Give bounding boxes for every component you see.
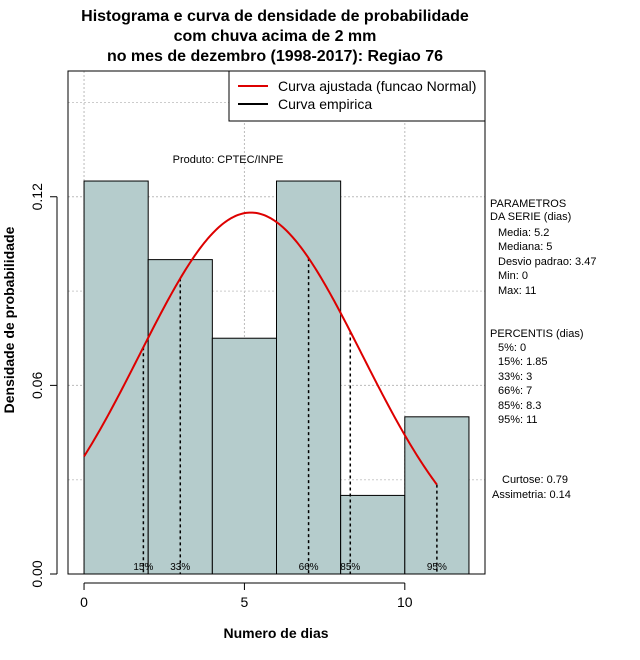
product-annotation: Produto: CPTEC/INPE [173, 154, 284, 166]
legend-label-fitted: Curva ajustada (funcao Normal) [278, 78, 476, 94]
bar-2 [211, 337, 278, 575]
chart-title-line-1: Histograma e curva de densidade de proba… [81, 8, 469, 25]
fitted-normal-curve [83, 211, 438, 486]
legend-label-empirical: Curva empirica [278, 96, 372, 112]
bar-0 [83, 180, 149, 575]
percentil-66: 66%: 7 [498, 385, 532, 397]
percentil-95: 95%: 11 [498, 414, 538, 426]
param-max: Max: 11 [498, 285, 536, 297]
percentil-33: 33%: 3 [498, 371, 532, 383]
param-media: Media: 5.2 [498, 227, 549, 239]
params-title-1: PARAMETROS [490, 198, 566, 210]
histogram-bars [83, 180, 470, 575]
params-title-2: DA SERIE (dias) [490, 211, 571, 223]
stats-panel: PARAMETROS DA SERIE (dias) Media: 5.2 Me… [490, 198, 596, 501]
x-axis-label: Numero de dias [223, 625, 328, 641]
param-desvio: Desvio padrao: 3.47 [498, 256, 596, 268]
percentile-label-1: 33% [170, 562, 190, 573]
y-axis-label: Densidade de probabilidade [1, 226, 17, 413]
x-tick-label-2: 10 [397, 594, 413, 610]
chart-title-line-2: com chuva acima de 2 mm [174, 28, 377, 45]
percentil-15: 15%: 1.85 [498, 356, 548, 368]
percentis-title: PERCENTIS (dias) [490, 328, 584, 340]
param-mediana: Mediana: 5 [498, 241, 552, 253]
percentile-label-4: 95% [427, 562, 447, 573]
param-min: Min: 0 [498, 270, 528, 282]
x-tick-label-0: 0 [80, 594, 88, 610]
bar-3 [276, 180, 342, 575]
assimetria: Assimetria: 0.14 [492, 489, 571, 501]
y-tick-label-0: 0.00 [29, 560, 45, 587]
legend: Curva ajustada (funcao Normal) Curva emp… [228, 70, 486, 122]
percentil-5: 5%: 0 [498, 342, 526, 354]
percentile-label-0: 15% [133, 562, 153, 573]
percentile-label-2: 66% [299, 562, 319, 573]
y-tick-label-2: 0.12 [29, 183, 45, 210]
percentile-lines: 15% 33% 66% 85% 95% [133, 258, 447, 574]
percentile-label-3: 85% [340, 562, 360, 573]
axes: 0 5 10 0.00 0.06 0.12 [29, 183, 413, 610]
curtose: Curtose: 0.79 [502, 474, 568, 486]
legend-box [228, 70, 486, 122]
bar-5 [404, 416, 470, 575]
x-tick-label-1: 5 [241, 594, 249, 610]
y-tick-label-1: 0.06 [29, 372, 45, 399]
chart-title-line-3: no mes de dezembro (1998-2017): Regiao 7… [107, 48, 443, 65]
percentil-85: 85%: 8.3 [498, 400, 541, 412]
